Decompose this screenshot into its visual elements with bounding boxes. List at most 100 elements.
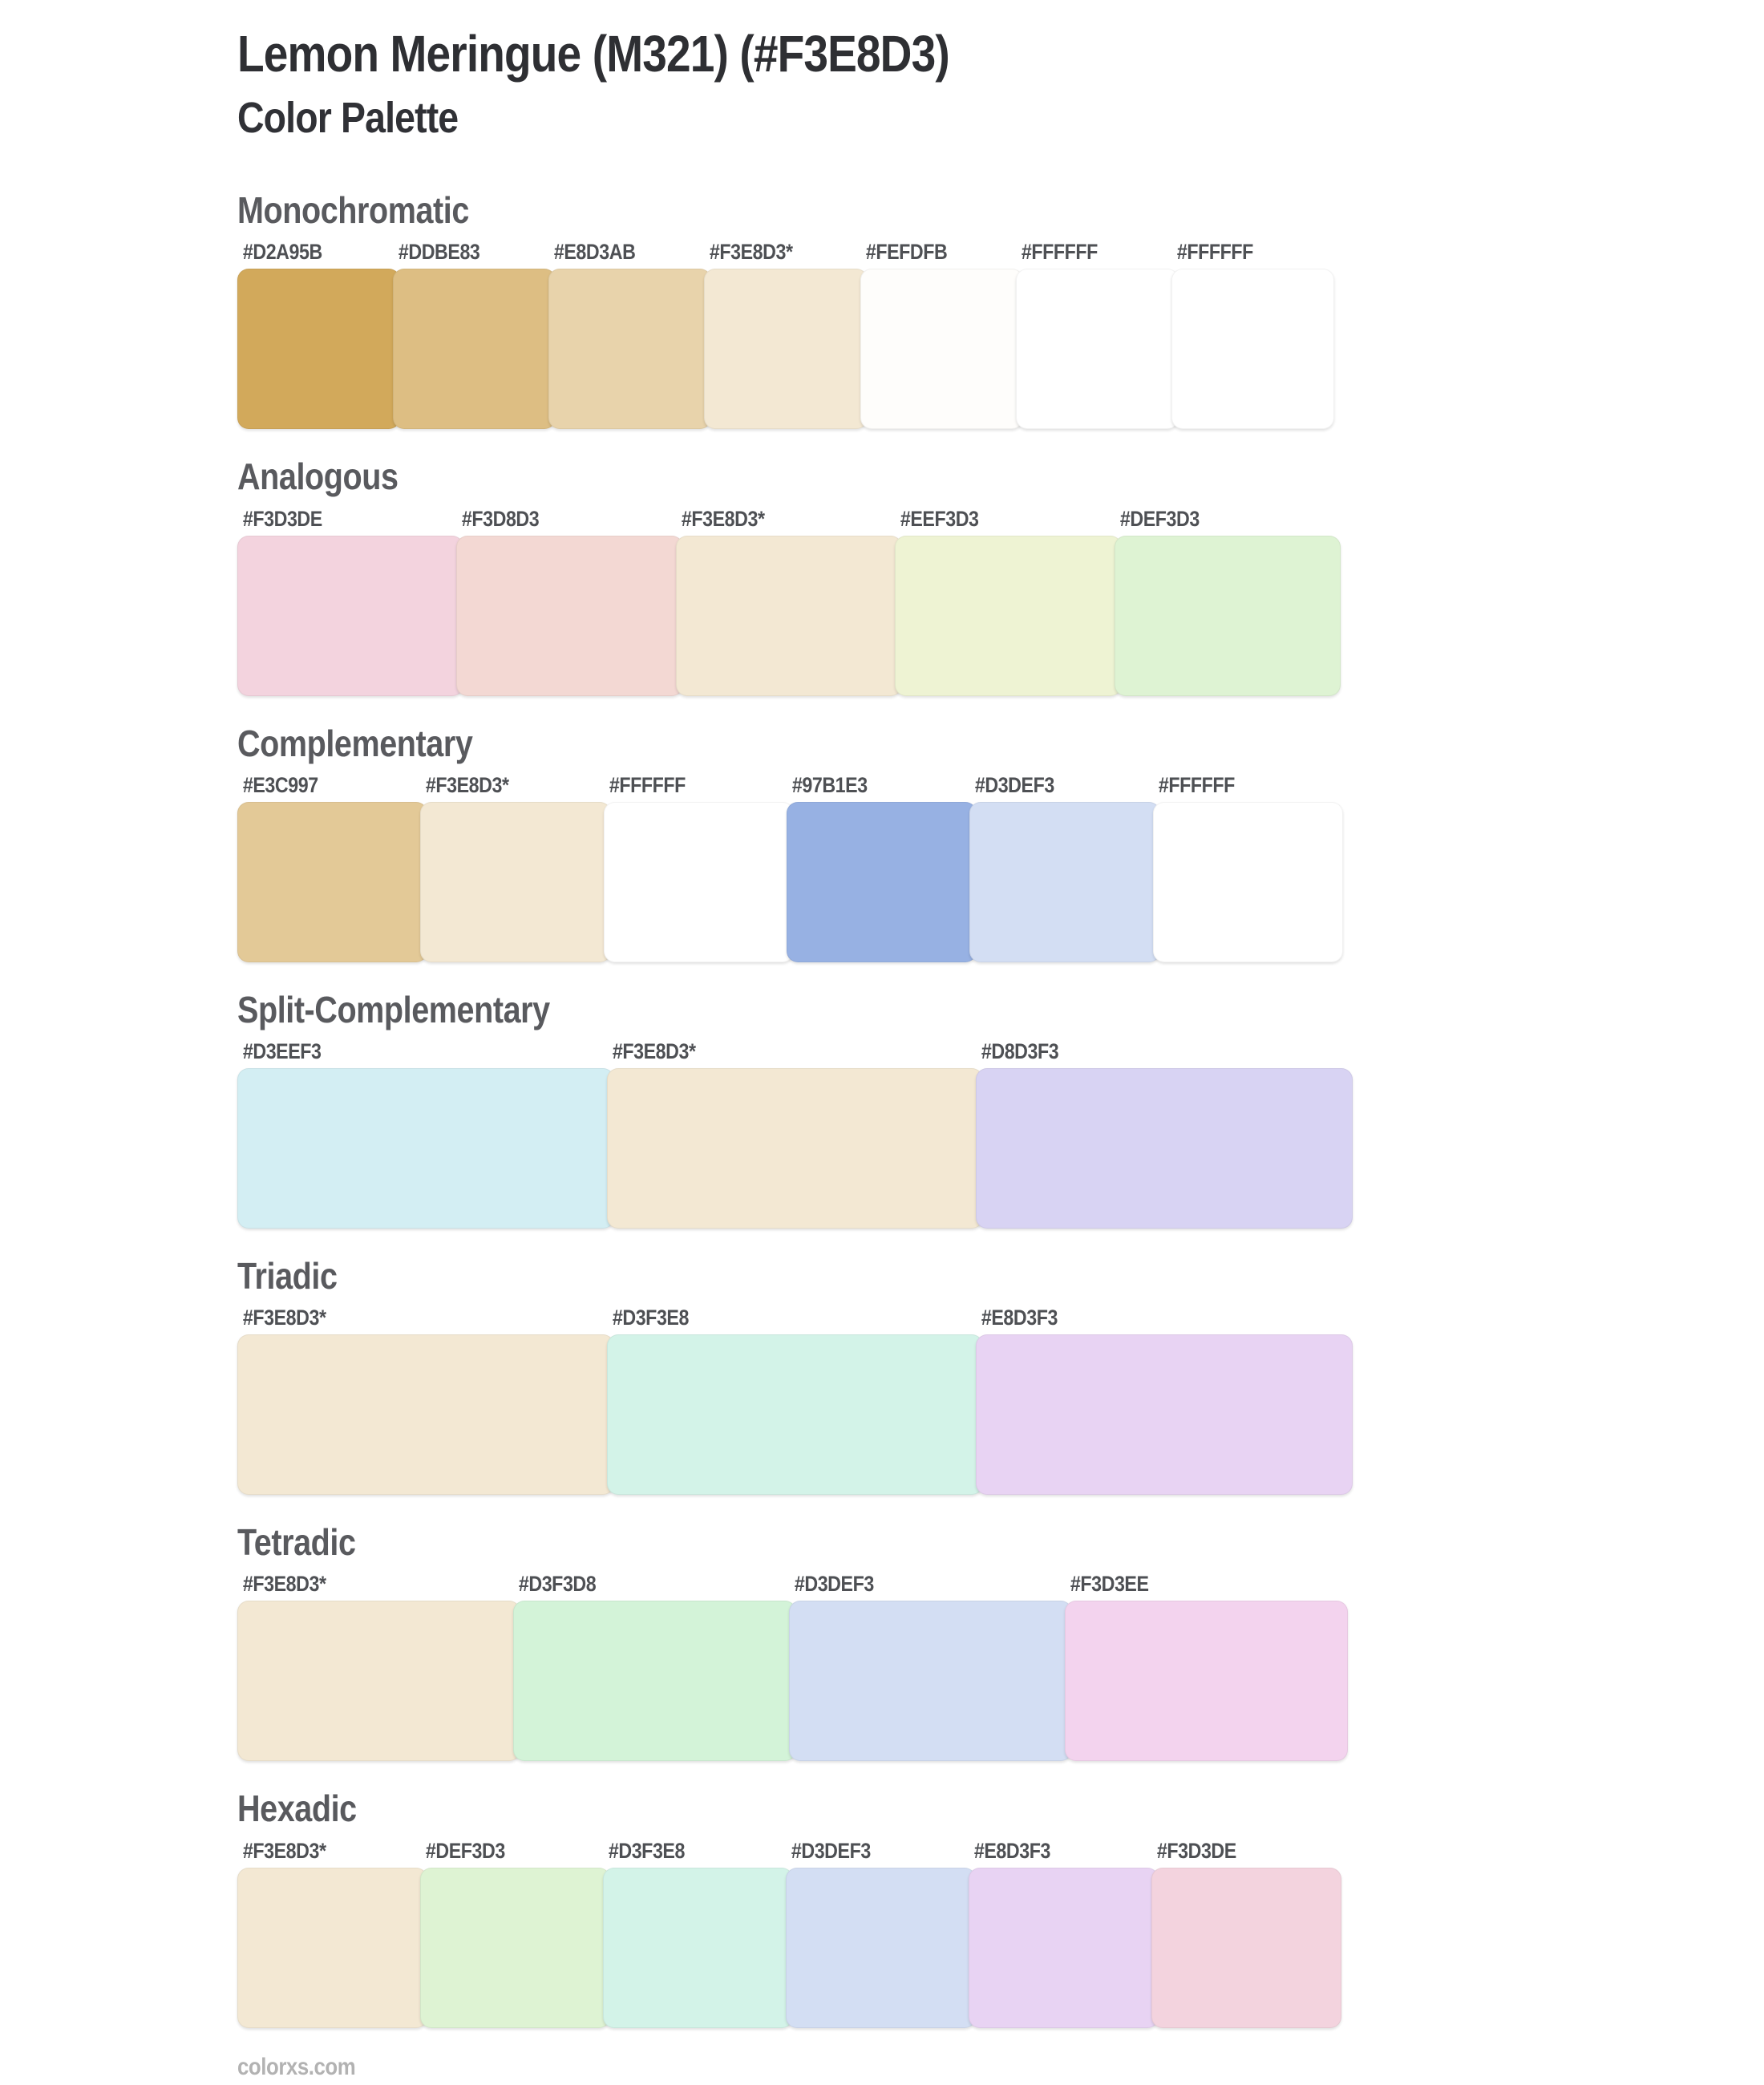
swatch-item: #D3DEF3 (969, 772, 1160, 962)
swatch-row: #D3EEF3 #F3E8D3* #D8D3F3 (237, 1038, 1353, 1229)
swatch-color-box[interactable] (548, 269, 712, 430)
swatch-color-box[interactable] (603, 801, 794, 962)
page-subtitle-text: Color Palette (237, 93, 459, 142)
swatch-item: #EEF3D3 (895, 506, 1122, 696)
palette-sections: Monochromatic #D2A95B #DDBE83 #E8D3AB #F3E8D… (237, 188, 1764, 2028)
swatch-color-box[interactable] (969, 1867, 1159, 2028)
swatch-color-box[interactable] (606, 1067, 984, 1229)
swatch-item: #D3F3D8 (513, 1571, 796, 1762)
swatch-color-box[interactable] (860, 269, 1023, 430)
swatch-row: #E3C997 #F3E8D3* #FFFFFF #97B1E3 #D3DEF3 #FFF… (237, 772, 1343, 962)
swatch-color-box[interactable] (786, 801, 977, 962)
swatch-color-box[interactable] (1151, 1867, 1341, 2028)
swatch-hex-label: #EEF3D3 (900, 506, 979, 531)
swatch-color-box[interactable] (237, 1867, 427, 2028)
swatch-hex-label: #F3E8D3* (426, 772, 509, 797)
swatch-item: #FEFDFB (860, 239, 1023, 430)
swatch-color-box[interactable] (237, 269, 401, 430)
section-title-text: Analogous (237, 455, 399, 498)
swatch-item: #F3E8D3* (237, 1571, 520, 1762)
swatch-color-box[interactable] (976, 1067, 1353, 1229)
swatch-hex-label: #F3D3DE (1156, 1838, 1236, 1863)
swatch-item: #E8D3F3 (969, 1838, 1159, 2028)
swatch-hex-label: #F3D3EE (1070, 1572, 1149, 1597)
page-title: Lemon Meringue (M321) (#F3E8D3) (237, 26, 1764, 82)
swatch-color-box[interactable] (976, 1334, 1353, 1496)
section-title-text: Split-Complementary (237, 988, 550, 1030)
swatch-item: #D3DEF3 (786, 1838, 976, 2028)
swatch-color-box[interactable] (1171, 269, 1334, 430)
swatch-item: #97B1E3 (786, 772, 977, 962)
section-title-text: Monochromatic (237, 189, 469, 232)
swatch-color-box[interactable] (1015, 269, 1179, 430)
swatch-color-box[interactable] (675, 535, 903, 696)
swatch-color-box[interactable] (969, 801, 1160, 962)
section-tetradic: Tetradic #F3E8D3* #D3F3D8 #D3DEF3 #F3D3EE (237, 1520, 1764, 1762)
swatch-item: #F3E8D3* (420, 772, 611, 962)
swatch-color-box[interactable] (603, 1867, 793, 2028)
swatch-color-box[interactable] (237, 801, 428, 962)
swatch-hex-label: #F3E8D3* (242, 1838, 326, 1863)
section-title: Hexadic (237, 1787, 1764, 1831)
swatch-item: #DEF3D3 (1114, 506, 1341, 696)
swatch-hex-label: #F3E8D3* (242, 1572, 326, 1597)
swatch-color-box[interactable] (1114, 535, 1341, 696)
swatch-color-box[interactable] (420, 1867, 610, 2028)
swatch-item: #FFFFFF (1015, 239, 1179, 430)
swatch-color-box[interactable] (237, 1067, 614, 1229)
swatch-item: #D3EEF3 (237, 1038, 614, 1229)
section-title-text: Triadic (237, 1254, 338, 1297)
section-monochromatic: Monochromatic #D2A95B #DDBE83 #E8D3AB #F3E8D… (237, 188, 1764, 430)
swatch-color-box[interactable] (237, 1334, 614, 1496)
swatch-item: #F3D3DE (237, 506, 464, 696)
swatch-color-box[interactable] (704, 269, 868, 430)
swatch-hex-label: #E8D3F3 (981, 1306, 1058, 1330)
swatch-color-box[interactable] (420, 801, 611, 962)
swatch-hex-label: #97B1E3 (791, 772, 868, 797)
swatch-hex-label: #FFFFFF (1158, 772, 1235, 797)
section-title-text: Hexadic (237, 1787, 357, 1830)
swatch-color-box[interactable] (393, 269, 556, 430)
section-triadic: Triadic #F3E8D3* #D3F3E8 #E8D3F3 (237, 1254, 1764, 1496)
section-split-complementary: Split-Complementary #D3EEF3 #F3E8D3* #D8D3F… (237, 988, 1764, 1229)
swatch-row: #D2A95B #DDBE83 #E8D3AB #F3E8D3* #FEFDFB #FFF… (237, 239, 1334, 430)
swatch-color-box[interactable] (1152, 801, 1343, 962)
section-title: Analogous (237, 455, 1764, 499)
swatch-item: #F3D8D3 (456, 506, 683, 696)
swatch-hex-label: #D3F3E8 (608, 1838, 686, 1863)
swatch-color-box[interactable] (1065, 1601, 1348, 1762)
swatch-color-box[interactable] (456, 535, 683, 696)
swatch-item: #E8D3F3 (976, 1305, 1353, 1496)
swatch-hex-label: #FFFFFF (1021, 240, 1098, 265)
section-title: Triadic (237, 1254, 1764, 1298)
swatch-hex-label: #E8D3F3 (973, 1838, 1051, 1863)
swatch-row: #F3E8D3* #D3F3D8 #D3DEF3 #F3D3EE (237, 1571, 1348, 1762)
swatch-hex-label: #F3E8D3* (710, 240, 793, 265)
swatch-item: #DEF3D3 (420, 1838, 610, 2028)
swatch-color-box[interactable] (606, 1334, 984, 1496)
swatch-color-box[interactable] (895, 535, 1122, 696)
swatch-item: #FFFFFF (1152, 772, 1343, 962)
site-footer-text: colorxs.com (237, 2053, 356, 2080)
swatch-hex-label: #FFFFFF (1176, 240, 1253, 265)
swatch-color-box[interactable] (513, 1601, 796, 1762)
section-title: Split-Complementary (237, 988, 1764, 1032)
section-complementary: Complementary #E3C997 #F3E8D3* #FFFFFF #97B1… (237, 722, 1764, 962)
section-title: Tetradic (237, 1520, 1764, 1565)
section-title: Complementary (237, 722, 1764, 766)
swatch-item: #D8D3F3 (976, 1038, 1353, 1229)
site-footer: colorxs.com (237, 2054, 1764, 2081)
swatch-hex-label: #D2A95B (242, 240, 322, 265)
swatch-item: #D3F3E8 (603, 1838, 793, 2028)
swatch-color-box[interactable] (237, 535, 464, 696)
swatch-hex-label: #F3D3DE (242, 506, 322, 531)
swatch-color-box[interactable] (237, 1601, 520, 1762)
swatch-item: #E8D3AB (548, 239, 712, 430)
swatch-color-box[interactable] (786, 1867, 976, 2028)
swatch-hex-label: #D3DEF3 (794, 1572, 874, 1597)
swatch-hex-label: #F3E8D3* (612, 1038, 696, 1063)
swatch-hex-label: #FEFDFB (865, 240, 947, 265)
swatch-color-box[interactable] (789, 1601, 1072, 1762)
section-analogous: Analogous #F3D3DE #F3D8D3 #F3E8D3* #EEF3D3 #D… (237, 455, 1764, 696)
